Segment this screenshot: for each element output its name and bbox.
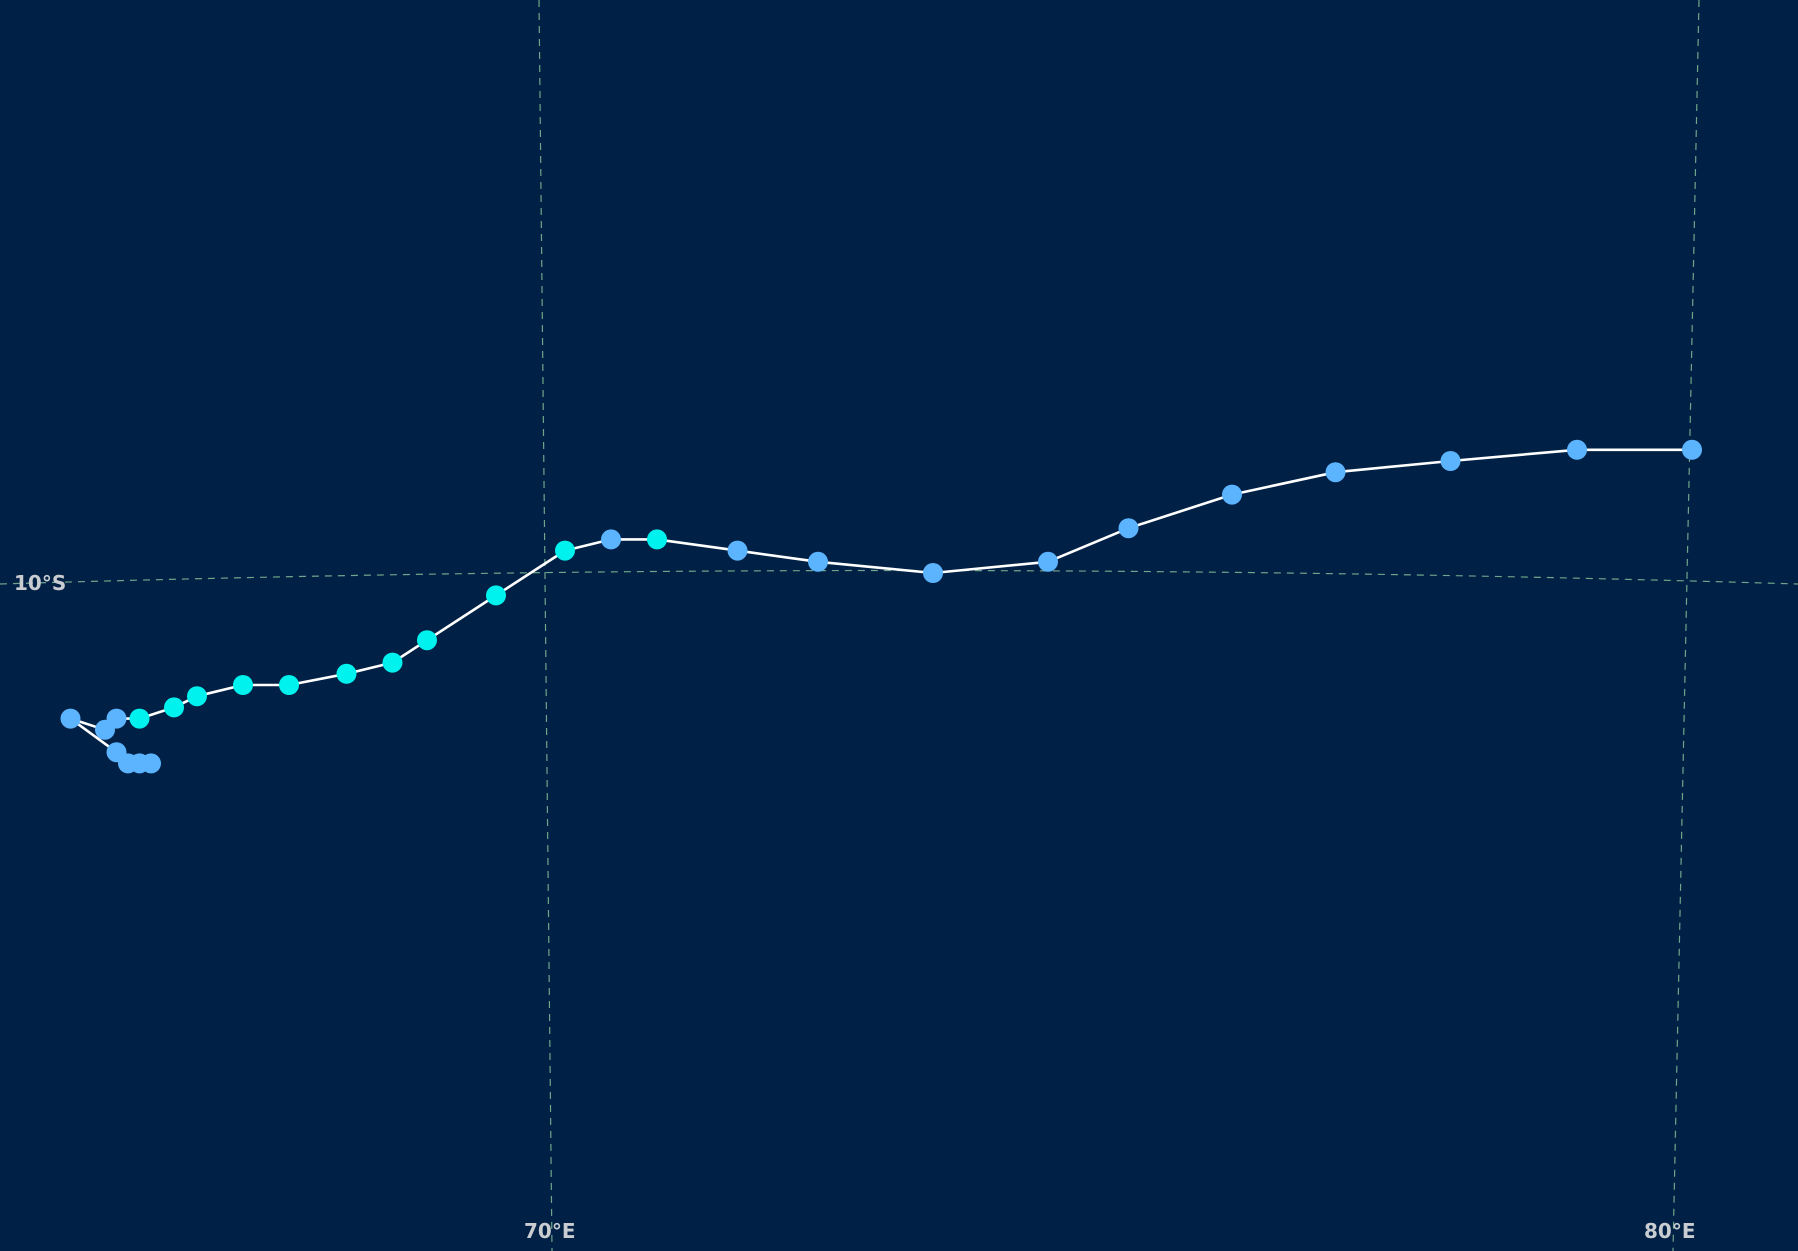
track-point bbox=[164, 697, 184, 718]
label-lat-10s: 10°S bbox=[14, 571, 66, 595]
track-point bbox=[727, 540, 748, 561]
track-point bbox=[601, 529, 621, 550]
track-point bbox=[279, 675, 299, 695]
track-point bbox=[382, 652, 403, 673]
track-point bbox=[555, 540, 575, 561]
track-point bbox=[1325, 462, 1346, 483]
track-point bbox=[1222, 484, 1242, 505]
label-lon-80e: 80°E bbox=[1644, 1219, 1696, 1243]
track-point bbox=[647, 529, 667, 550]
gridline-lon-80e bbox=[1672, 0, 1700, 1251]
track-point bbox=[233, 675, 253, 695]
cyclone-track-points bbox=[60, 439, 1702, 774]
label-lon-70e: 70°E bbox=[524, 1219, 576, 1243]
gridline-lon-70e bbox=[538, 0, 553, 1251]
track-point bbox=[1567, 439, 1587, 460]
track-point bbox=[336, 663, 357, 684]
track-point bbox=[129, 708, 150, 729]
track-point bbox=[808, 551, 828, 572]
track-point bbox=[1682, 439, 1702, 460]
track-point bbox=[60, 708, 81, 729]
track-point bbox=[1038, 551, 1058, 572]
track-point bbox=[417, 630, 437, 651]
track-point bbox=[187, 686, 207, 707]
track-point bbox=[486, 585, 506, 606]
track-point bbox=[1440, 451, 1461, 471]
track-point bbox=[1118, 518, 1139, 539]
track-point bbox=[141, 753, 161, 774]
track-point bbox=[95, 719, 115, 740]
track-point bbox=[923, 563, 943, 583]
graticule-labels: 10°S 70°E 80°E bbox=[14, 571, 1696, 1243]
